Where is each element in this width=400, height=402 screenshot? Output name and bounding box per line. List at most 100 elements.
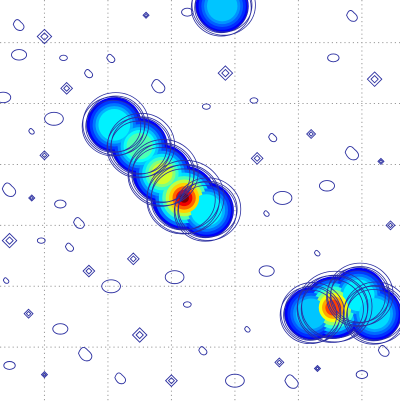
noise-contour-inner-4 [40, 32, 49, 41]
noise-contour-42 [268, 133, 278, 143]
outline-ring-3-1-2 [195, 0, 253, 33]
source-2-outline [279, 262, 400, 345]
noise-contour-25 [40, 370, 49, 379]
outline-ring-3-1-1 [194, 0, 249, 34]
noise-contour-44 [272, 191, 293, 205]
outline-ring-1-3-2 [132, 142, 195, 203]
noise-contour-inner-28 [135, 330, 144, 340]
noise-contour-3 [12, 19, 25, 31]
noise-contour-13 [28, 194, 36, 202]
noise-contour-inner-46 [308, 131, 314, 137]
noise-contour-inner-1 [143, 13, 149, 18]
outline-ring-2-3-4 [280, 282, 345, 344]
noise-contour-24 [78, 346, 93, 362]
noise-contour-31 [164, 374, 178, 388]
noise-contour-2 [181, 7, 194, 17]
outline-ring-3-1-4 [191, 0, 256, 36]
noise-contour-7 [60, 81, 74, 95]
noise-contour-47 [318, 180, 335, 192]
outline-ring-1-2-3 [106, 117, 171, 179]
noise-contour-8 [44, 111, 64, 126]
outline-ring-1-5-1 [177, 185, 234, 239]
outline-ring-2-4-2 [346, 284, 400, 341]
noise-contour-34 [274, 357, 285, 368]
outline-ring-1-1-4 [82, 92, 150, 156]
noise-contour-52 [366, 71, 383, 88]
outline-ring-2-3-1 [283, 289, 338, 341]
noise-contour-15 [73, 217, 85, 229]
noise-contour-21 [2, 277, 10, 284]
source-2 [284, 267, 400, 341]
heat-level-1-1-4 [98, 109, 131, 141]
noise-contour-51 [346, 10, 358, 22]
outline-ring-3-1-3 [190, 0, 252, 37]
noise-contour-inner-58 [387, 222, 394, 229]
noise-contour-35 [258, 265, 275, 277]
noise-contour-56 [164, 270, 185, 285]
noise-contour-inner-13 [29, 195, 34, 201]
noise-contour-9 [28, 128, 35, 135]
outline-ring-2-4-3 [342, 285, 400, 345]
noise-contour-inner-43 [253, 154, 261, 162]
heat-level-1-2-5 [126, 133, 153, 160]
noise-contour-18 [64, 242, 75, 252]
outline-ring-2-3-3 [279, 286, 341, 345]
source-contour-outlines [81, 0, 400, 345]
noise-contour-36 [284, 374, 299, 389]
noise-contour-39 [377, 345, 390, 357]
noise-contour-10 [39, 150, 50, 161]
noise-contour-53 [201, 103, 211, 110]
noise-contour-inner-19 [85, 267, 93, 275]
outline-ring-1-3-1 [131, 147, 191, 204]
noise-contour-inner-40 [221, 68, 230, 78]
noise-contour-41 [249, 97, 259, 104]
noise-contour-inner-10 [41, 152, 48, 159]
outline-ring-2-2-3 [326, 266, 390, 327]
outline-ring-2-1-3 [296, 275, 368, 343]
noise-contour-32 [225, 373, 245, 388]
source-1-outline [81, 92, 242, 242]
noise-contour-17 [36, 237, 46, 244]
noise-contour-11 [0, 91, 12, 104]
outline-ring-1-5-4 [174, 177, 242, 241]
outline-ring-1-3-3 [127, 143, 195, 207]
noise-contour-50 [327, 53, 340, 63]
noise-contour-22 [23, 308, 34, 319]
outline-ring-1-4-4 [146, 160, 225, 234]
noise-contour-38 [355, 370, 369, 380]
noise-contour-16 [1, 232, 18, 249]
noise-contour-inner-31 [167, 377, 175, 385]
noise-contour-46 [306, 128, 317, 140]
noise-contour-58 [385, 220, 396, 231]
outline-ring-2-4-1 [346, 289, 400, 342]
outline-ring-1-4-3 [146, 164, 220, 235]
noise-contour-inner-16 [5, 236, 14, 245]
noise-contour-55 [126, 252, 140, 266]
intensity-heatmap [86, 0, 400, 341]
noise-contour-inner-25 [42, 372, 47, 377]
noise-contour-26 [3, 361, 16, 370]
noise-contour-4 [36, 28, 53, 45]
noise-contour-45 [263, 210, 270, 217]
noise-contour-inner-52 [370, 74, 379, 84]
outline-ring-2-3-2 [283, 285, 342, 340]
outline-ring-1-5-2 [178, 180, 238, 238]
noise-contour-inner-55 [129, 255, 137, 263]
outline-ring-1-1-1 [85, 99, 142, 153]
noise-contour-33 [244, 326, 251, 333]
noise-contour-30 [198, 346, 208, 356]
noise-contour-29 [182, 301, 192, 308]
noise-contour-1 [142, 11, 150, 19]
noise-contour-59 [11, 49, 28, 61]
noise-contour-54 [106, 53, 116, 63]
noise-contour-40 [217, 65, 234, 81]
noise-contour-28 [131, 327, 148, 343]
noise-contour-49 [377, 157, 385, 166]
noise-contour-37 [313, 364, 322, 373]
outline-ring-2-2-1 [329, 270, 386, 324]
noise-contour-27 [114, 372, 127, 385]
noise-contour-23 [52, 323, 69, 335]
noise-contour-6 [84, 69, 94, 79]
outline-ring-2-1-4 [297, 270, 373, 343]
